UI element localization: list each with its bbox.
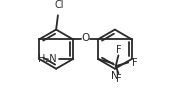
Text: Cl: Cl [54,0,64,10]
Text: O: O [81,33,90,43]
Text: F: F [116,74,121,84]
Text: F: F [116,45,121,55]
Text: F: F [132,58,138,68]
Text: N: N [111,71,119,81]
Text: H₂N: H₂N [38,54,56,64]
